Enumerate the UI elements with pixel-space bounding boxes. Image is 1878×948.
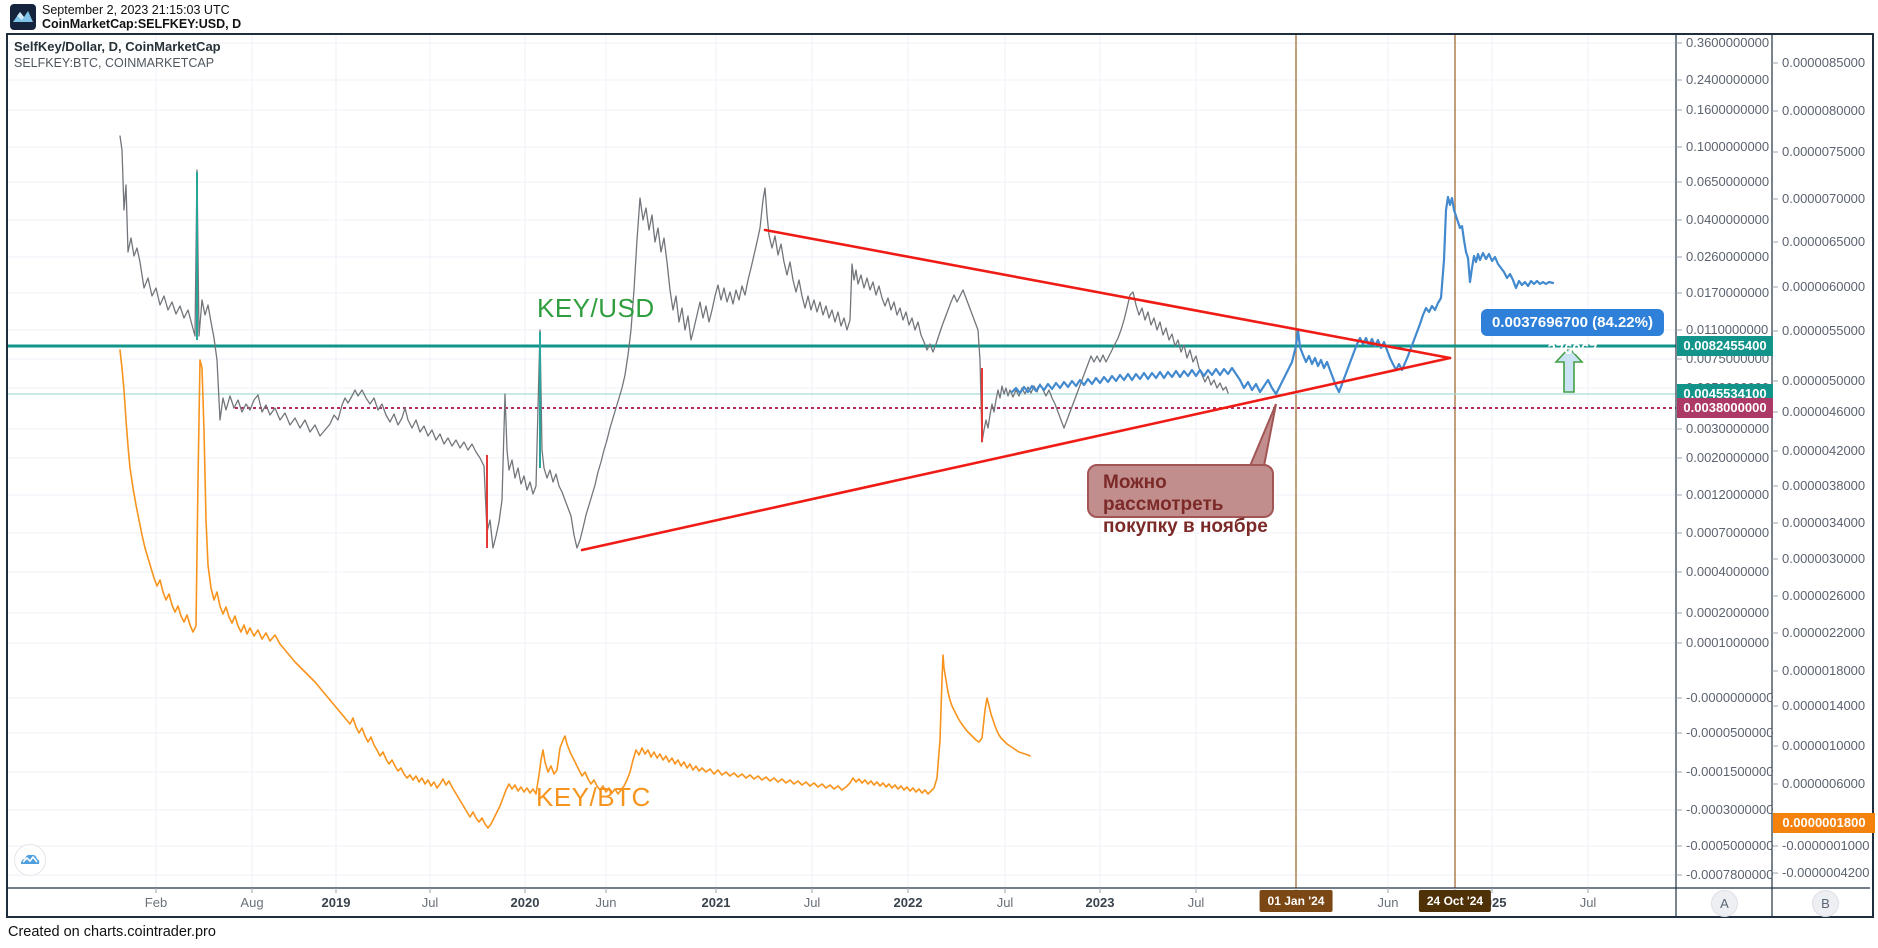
key-btc-series-label[interactable]: KEY/BTC <box>536 782 651 812</box>
watermark-logo-icon <box>14 844 46 876</box>
chart-legend-secondary[interactable]: SELFKEY:BTC, COINMARKETCAP <box>14 56 215 70</box>
annotation-line1: Можно рассмотреть <box>1103 472 1224 515</box>
chart-legend-primary[interactable]: SelfKey/Dollar, D, CoinMarketCap <box>14 39 221 54</box>
logo-mountain-highlight <box>17 12 24 20</box>
annotation-line2: покупку в ноябре <box>1103 516 1268 537</box>
header-timestamp: September 2, 2023 21:15:03 UTC <box>42 3 230 17</box>
key-usd-series-label[interactable]: KEY/USD <box>537 293 655 323</box>
cointrader-logo-icon[interactable] <box>10 4 36 30</box>
header-symbol: CoinMarketCap:SELFKEY:USD, D <box>42 17 242 31</box>
axis-a-badge[interactable]: A <box>1711 890 1738 917</box>
watermark-cloud <box>21 854 40 864</box>
chart-frame <box>6 33 1874 918</box>
watermark-mountain <box>22 855 38 863</box>
annotation-callout[interactable]: Можно рассмотреть покупку в ноябре <box>1087 464 1274 537</box>
price-range-badge[interactable]: 0.0037696700 (84.22%) 376967 <box>1481 309 1664 358</box>
footer-credit: Created on charts.cointrader.pro <box>8 924 216 940</box>
axis-b-badge[interactable]: B <box>1812 890 1839 917</box>
